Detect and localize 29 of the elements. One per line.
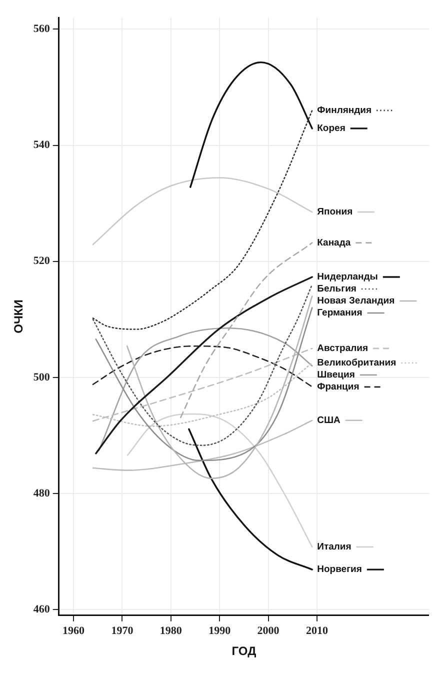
legend-label: Германия — [317, 308, 362, 319]
legend-label: Австралия — [317, 343, 368, 354]
x-tick-label: 1970 — [111, 624, 134, 637]
legend-label: Италия — [317, 542, 352, 553]
legend-label: США — [317, 415, 341, 426]
y-tick-label: 500 — [33, 371, 50, 384]
legend-label: Финляндия — [317, 105, 372, 116]
y-tick-label: 460 — [33, 603, 50, 616]
legend-label: Швеция — [317, 370, 355, 381]
y-tick-label: 560 — [33, 23, 50, 36]
x-tick-label: 2000 — [257, 624, 280, 637]
legend-label: Новая Зеландия — [317, 296, 395, 307]
legend-label: Нидерланды — [317, 272, 378, 283]
x-tick-label: 1990 — [208, 624, 232, 637]
legend-label: Япония — [317, 206, 353, 218]
legend-label: Канада — [317, 237, 352, 248]
legend-label: Норвегия — [317, 564, 362, 576]
x-tick-label: 1960 — [62, 624, 86, 637]
x-tick-label: 1980 — [160, 624, 182, 637]
legend-label: Франция — [317, 382, 360, 393]
x-axis-title: ГОД — [232, 644, 257, 658]
y-tick-label: 520 — [33, 255, 50, 268]
y-axis-title: ОЧКИ — [12, 300, 26, 334]
legend-label: Корея — [317, 123, 346, 134]
legend-label: Бельгия — [317, 284, 356, 295]
y-tick-label: 480 — [33, 487, 50, 500]
x-tick-label: 2010 — [306, 624, 328, 637]
y-tick-label: 540 — [33, 139, 50, 152]
legend-label: Великобритания — [317, 358, 396, 369]
